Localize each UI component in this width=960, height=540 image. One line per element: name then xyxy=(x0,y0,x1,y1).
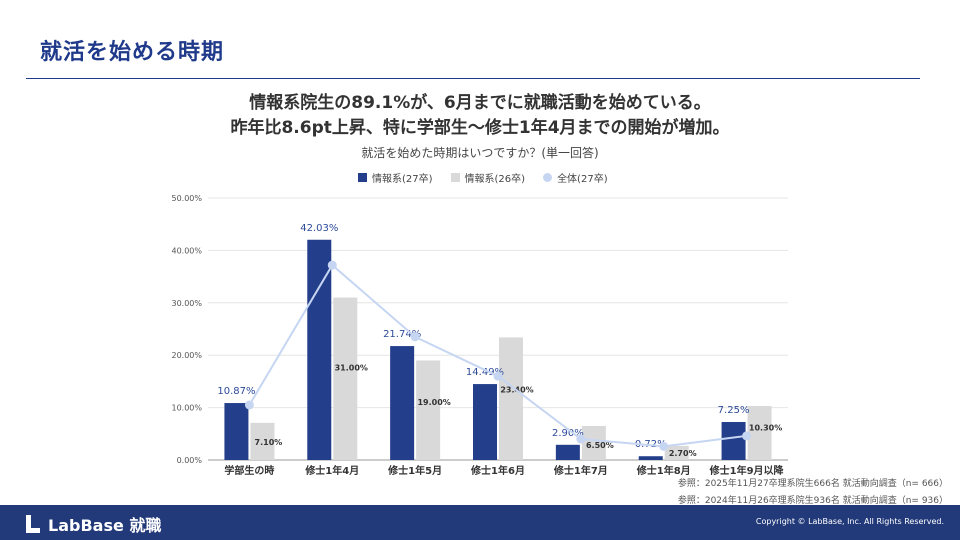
legend-swatch-27-all xyxy=(543,173,553,182)
legend-item-27-info: 情報系(27卒) xyxy=(358,170,433,185)
bar-27-0 xyxy=(224,403,249,460)
y-tick-label-1: 10.00% xyxy=(171,404,202,413)
data-label-26-2: 19.00% xyxy=(417,398,450,407)
footer-bar: LabBase 就職 Copyright © LabBase, Inc. All… xyxy=(0,505,960,540)
point-all-27-6 xyxy=(742,431,752,441)
legend-swatch-26-info xyxy=(450,173,460,182)
data-label-26-1: 31.00% xyxy=(335,364,368,373)
data-label-27-0: 10.87% xyxy=(217,386,255,397)
x-tick-label-2: 修士1年5月 xyxy=(387,464,442,477)
page-title: 就活を始める時期 xyxy=(40,40,225,65)
copyright-text: Copyright © LabBase, Inc. All Rights Res… xyxy=(755,517,944,526)
x-tick-label-3: 修士1年6月 xyxy=(470,464,525,477)
data-label-26-0: 7.10% xyxy=(255,438,283,447)
bar-26-6 xyxy=(747,406,772,460)
bar-26-4 xyxy=(581,425,606,460)
source-notes: 参照：2025年11月27卒理系院生666名 就活動向調査（n= 666） 参照… xyxy=(678,476,948,510)
data-label-26-6: 10.30% xyxy=(749,423,782,432)
point-all-27-4 xyxy=(576,434,586,444)
legend-swatch-27-info xyxy=(358,173,367,182)
labbase-logo: LabBase 就職 xyxy=(26,512,161,536)
data-label-26-5: 2.70% xyxy=(669,449,697,458)
data-label-27-1: 42.03% xyxy=(300,223,338,234)
bar-27-6 xyxy=(721,422,746,460)
y-tick-label-0: 0.00% xyxy=(177,456,203,465)
y-tick-label-2: 20.00% xyxy=(171,351,202,360)
bar-26-2 xyxy=(416,360,441,460)
y-tick-label-4: 40.00% xyxy=(171,246,202,255)
legend-item-26-info: 情報系(26卒) xyxy=(450,170,526,185)
data-label-27-6: 7.25% xyxy=(718,405,750,416)
source-note-1: 参照：2025年11月27卒理系院生666名 就活動向調査（n= 666） xyxy=(677,479,948,489)
bar-27-1 xyxy=(307,239,332,460)
bar-27-2 xyxy=(390,346,415,460)
point-all-27-1 xyxy=(327,260,337,270)
x-tick-label-5: 修士1年8月 xyxy=(636,464,691,477)
data-label-27-4: 2.90% xyxy=(552,428,584,439)
chart-legend: 情報系(27卒) 情報系(26卒) 全体(27卒) xyxy=(358,170,608,185)
bar-27-5 xyxy=(638,456,663,460)
point-all-27-2 xyxy=(410,332,420,342)
legend-label-27-all: 全体(27卒) xyxy=(557,174,608,185)
x-tick-label-0: 学部生の時 xyxy=(224,464,274,477)
data-label-27-3: 14.49% xyxy=(466,367,504,378)
point-all-27-5 xyxy=(659,441,669,451)
x-tick-label-4: 修士1年7月 xyxy=(553,464,608,477)
bar-26-5 xyxy=(664,445,689,460)
bar-26-1 xyxy=(333,297,358,460)
legend-label-27-info: 情報系(27卒) xyxy=(372,174,433,185)
data-label-26-4: 6.50% xyxy=(586,441,614,450)
legend-label-26-info: 情報系(26卒) xyxy=(464,174,526,185)
x-tick-label-6: 修士1年9月以降 xyxy=(709,464,785,477)
bar-26-3 xyxy=(499,337,523,460)
labbase-logo-icon xyxy=(26,515,42,533)
legend-item-27-all: 全体(27卒) xyxy=(543,170,608,185)
point-all-27-3 xyxy=(493,371,503,381)
source-note-2: 参照：2024年11月26卒理系院生936名 就活動向調査（n= 936） xyxy=(677,496,948,506)
y-tick-label-5: 50.00% xyxy=(171,194,202,203)
point-all-27-0 xyxy=(244,400,254,410)
labbase-logo-text: LabBase 就職 xyxy=(48,516,162,535)
bar-27-4 xyxy=(555,444,580,460)
data-label-27-2: 21.74% xyxy=(383,329,421,340)
bar-27-3 xyxy=(473,384,497,460)
x-tick-label-1: 修士1年4月 xyxy=(304,464,359,477)
headline-line-2: 昨年比8.6pt上昇、特に学部生〜修士1年4月までの開始が増加。 xyxy=(230,118,730,138)
bar-26-0 xyxy=(250,422,275,460)
title-divider xyxy=(26,78,920,79)
chart-title: 就活を始めた時期はいつですか？(単一回答) xyxy=(361,146,599,160)
bar-chart: 0.00% 10.00% 20.00% 30.00% 40.00% 50.00% 学部生の時… xyxy=(171,194,788,477)
y-tick-label-3: 30.00% xyxy=(171,299,202,308)
headline-line-1: 情報系院生の89.1%が、6月までに就職活動を始めている。 xyxy=(249,93,711,113)
